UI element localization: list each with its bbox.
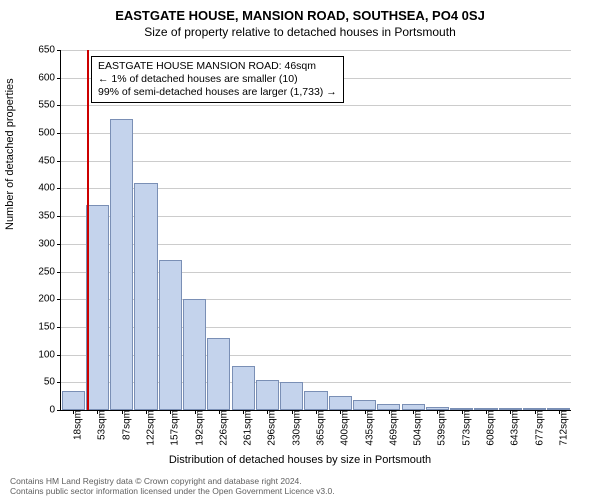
x-tick-label: 712sqm: [556, 410, 569, 446]
x-tick-label: 504sqm: [411, 410, 424, 446]
histogram-bar: [62, 391, 85, 410]
x-tick-label: 226sqm: [216, 410, 229, 446]
x-tick-label: 192sqm: [192, 410, 205, 446]
footer-line2: Contains public sector information licen…: [10, 486, 335, 496]
annotation-box: EASTGATE HOUSE MANSION ROAD: 46sqm ← 1% …: [91, 56, 344, 103]
y-tick-mark: [57, 78, 61, 79]
x-tick-label: 608sqm: [484, 410, 497, 446]
y-tick-mark: [57, 161, 61, 162]
histogram-bar: [207, 338, 230, 410]
histogram-bar: [402, 404, 425, 410]
y-tick-label: 300: [15, 238, 61, 249]
x-tick-label: 573sqm: [459, 410, 472, 446]
histogram-bar: [353, 400, 376, 410]
y-tick-mark: [57, 105, 61, 106]
y-tick-mark: [57, 299, 61, 300]
footer-line1: Contains HM Land Registry data © Crown c…: [10, 476, 335, 486]
y-tick-mark: [57, 272, 61, 273]
y-tick-mark: [57, 244, 61, 245]
histogram-bar: [183, 299, 206, 410]
y-tick-label: 500: [15, 128, 61, 139]
x-tick-label: 677sqm: [532, 410, 545, 446]
plot-area: 0501001502002503003504004505005506006501…: [60, 50, 571, 411]
histogram-bar: [86, 205, 109, 410]
x-tick-label: 18sqm: [71, 410, 84, 440]
histogram-bar: [110, 119, 133, 410]
footer-attribution: Contains HM Land Registry data © Crown c…: [10, 476, 335, 496]
gridline: [61, 133, 571, 134]
x-tick-label: 261sqm: [241, 410, 254, 446]
x-tick-label: 365sqm: [314, 410, 327, 446]
histogram-bar: [134, 183, 157, 410]
x-tick-label: 643sqm: [508, 410, 521, 446]
histogram-bar: [280, 382, 303, 410]
histogram-bar: [159, 260, 182, 410]
x-tick-label: 53sqm: [95, 410, 108, 440]
y-tick-mark: [57, 188, 61, 189]
histogram-bar: [304, 391, 327, 410]
x-tick-label: 122sqm: [144, 410, 157, 446]
y-tick-mark: [57, 382, 61, 383]
y-tick-label: 250: [15, 266, 61, 277]
reference-line: [87, 50, 89, 410]
x-tick-label: 157sqm: [168, 410, 181, 446]
histogram-bar: [256, 380, 279, 410]
y-tick-label: 650: [15, 45, 61, 56]
x-tick-label: 87sqm: [119, 410, 132, 440]
histogram-bar: [474, 408, 497, 410]
x-tick-label: 296sqm: [265, 410, 278, 446]
histogram-bar: [329, 396, 352, 410]
histogram-bar: [547, 408, 570, 410]
chart-subtitle: Size of property relative to detached ho…: [0, 23, 600, 43]
y-tick-label: 350: [15, 211, 61, 222]
x-tick-label: 469sqm: [386, 410, 399, 446]
y-tick-mark: [57, 355, 61, 356]
y-tick-mark: [57, 327, 61, 328]
y-tick-label: 200: [15, 294, 61, 305]
x-tick-label: 435sqm: [362, 410, 375, 446]
histogram-bar: [523, 408, 546, 410]
gridline: [61, 161, 571, 162]
y-tick-label: 600: [15, 72, 61, 83]
y-tick-label: 550: [15, 100, 61, 111]
y-tick-label: 150: [15, 321, 61, 332]
y-tick-label: 50: [15, 377, 61, 388]
histogram-bar: [450, 408, 473, 410]
annotation-line2: ← 1% of detached houses are smaller (10): [98, 73, 337, 86]
y-tick-mark: [57, 133, 61, 134]
chart-title: EASTGATE HOUSE, MANSION ROAD, SOUTHSEA, …: [0, 0, 600, 23]
annotation-line1: EASTGATE HOUSE MANSION ROAD: 46sqm: [98, 60, 337, 73]
gridline: [61, 105, 571, 106]
y-tick-label: 450: [15, 155, 61, 166]
histogram-bar: [499, 408, 522, 410]
histogram-bar: [232, 366, 255, 410]
histogram-bar: [426, 407, 449, 410]
y-tick-label: 0: [15, 405, 61, 416]
y-tick-label: 100: [15, 349, 61, 360]
y-tick-mark: [57, 50, 61, 51]
histogram-bar: [377, 404, 400, 410]
x-tick-label: 539sqm: [435, 410, 448, 446]
gridline: [61, 50, 571, 51]
x-axis-label: Distribution of detached houses by size …: [0, 454, 600, 466]
x-tick-label: 400sqm: [338, 410, 351, 446]
y-tick-label: 400: [15, 183, 61, 194]
y-tick-mark: [57, 410, 61, 411]
annotation-line3: 99% of semi-detached houses are larger (…: [98, 86, 337, 99]
y-tick-mark: [57, 216, 61, 217]
chart-container: EASTGATE HOUSE, MANSION ROAD, SOUTHSEA, …: [0, 0, 600, 500]
x-tick-label: 330sqm: [289, 410, 302, 446]
